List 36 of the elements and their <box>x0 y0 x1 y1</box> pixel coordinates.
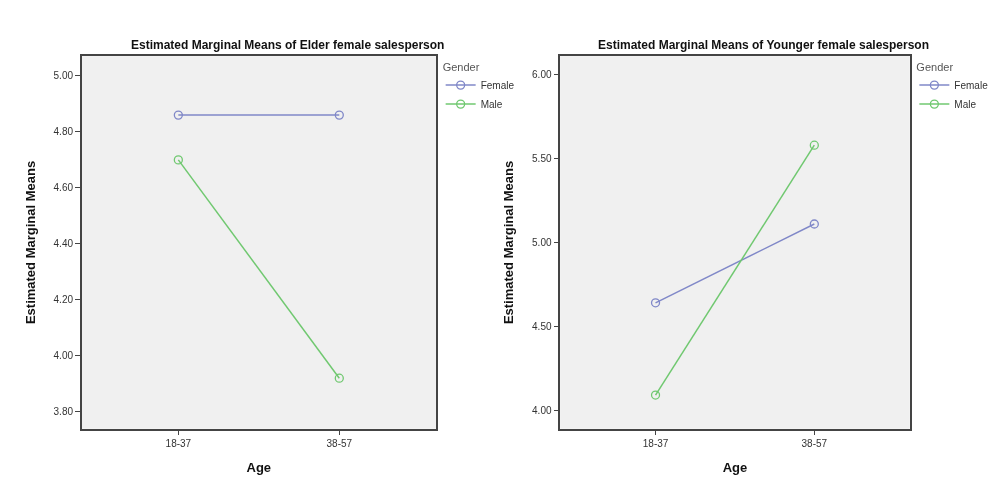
legend-title: Gender <box>916 60 954 73</box>
y-tick-label: 5.00 <box>53 70 74 82</box>
y-tick-label: 4.50 <box>532 320 552 332</box>
y-tick-label: 4.20 <box>53 294 74 306</box>
x-tick-label: 38-57 <box>801 438 828 450</box>
point <box>809 140 819 150</box>
y-tick-label: 4.40 <box>53 238 74 250</box>
x-axis-title: Age <box>246 460 272 476</box>
legend-label: Female <box>954 80 989 92</box>
point <box>334 110 344 120</box>
y-tick-label: 6.00 <box>532 69 552 81</box>
point <box>809 219 819 229</box>
legend-label: Female <box>480 80 515 92</box>
y-axis-title: Estimated Marginal Means <box>501 160 517 325</box>
y-tick-label: 5.50 <box>532 153 552 165</box>
x-axis-title: Age <box>722 460 748 476</box>
y-tick-label: 4.80 <box>53 126 74 138</box>
y-axis-title: Estimated Marginal Means <box>23 160 39 325</box>
chart-title: Estimated Marginal Means of Elder female salesperson <box>131 38 445 52</box>
y-tick-label: 3.80 <box>53 406 74 418</box>
y-tick-label: 5.00 <box>532 236 552 248</box>
point <box>650 390 661 400</box>
legend-label: Male <box>954 99 977 111</box>
y-tick-label: 4.00 <box>532 404 552 416</box>
y-tick-label: 4.60 <box>53 182 74 194</box>
point <box>334 373 344 383</box>
chart-title: Estimated Marginal Means of Younger female salesperson <box>598 38 929 52</box>
x-tick-label: 38-57 <box>326 438 353 450</box>
point <box>173 155 183 165</box>
point <box>173 110 183 120</box>
x-tick-label: 18-37 <box>165 438 192 450</box>
y-tick-label: 4.00 <box>53 350 74 362</box>
x-tick-label: 18-37 <box>642 438 669 450</box>
legend-label: Male <box>480 99 503 111</box>
point <box>650 298 661 308</box>
legend-title: Gender <box>442 60 480 73</box>
